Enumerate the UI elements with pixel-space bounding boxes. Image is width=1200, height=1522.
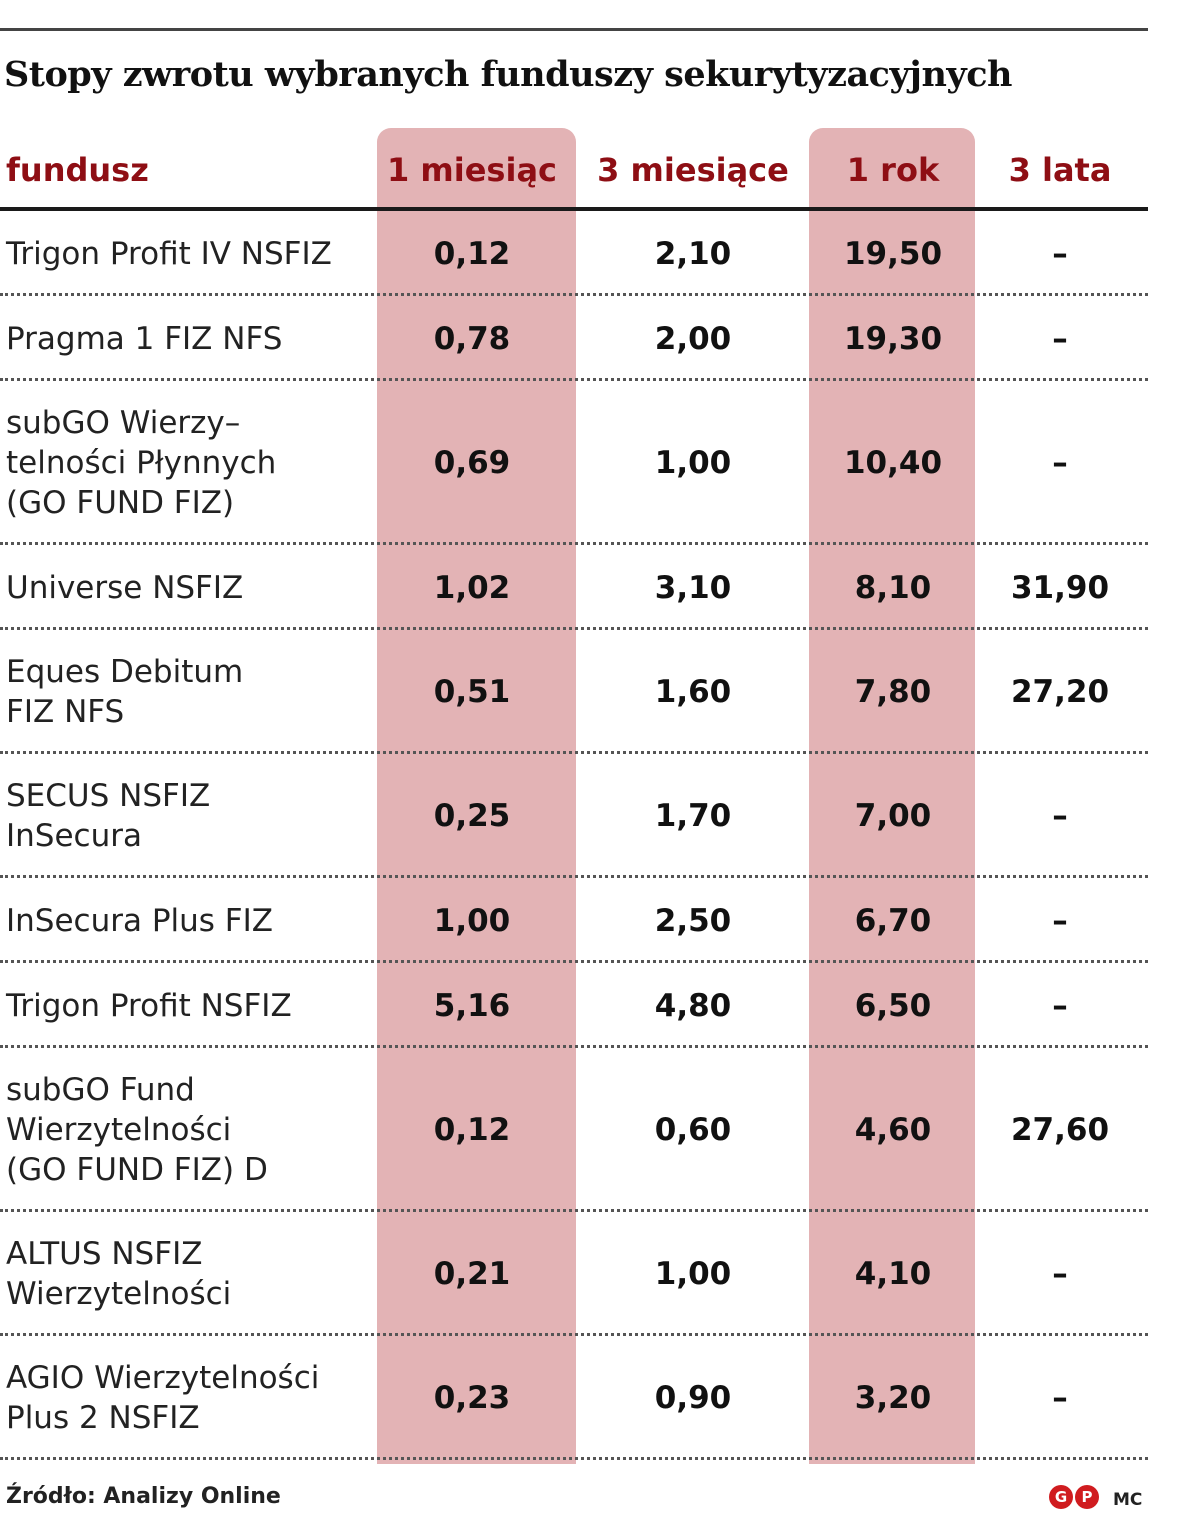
value-cell-m1: 0,23 [433, 1380, 511, 1416]
value-cell-y3: – [1052, 235, 1068, 272]
value-cell-y1: 10,40 [843, 445, 943, 481]
row-separator [0, 542, 1148, 545]
value-cell-y1: 6,50 [854, 987, 932, 1024]
row-separator [0, 293, 1148, 296]
value-cell-m1: 0,21 [433, 1256, 511, 1292]
fund-name-cell: Eques Debitum FIZ NFS [6, 654, 244, 730]
column-header-1: 1 miesiąc [387, 151, 557, 189]
header-rule [0, 207, 1148, 211]
fund-name-cell: AGIO Wierzytelności Plus 2 NSFIZ [6, 1360, 320, 1436]
source-note: Źródło: Analizy Online [6, 1484, 281, 1509]
value-cell-m1: 0,25 [433, 798, 511, 834]
fund-name-cell: SECUS NSFIZ InSecura [6, 778, 211, 854]
value-cell-m3: 2,50 [654, 902, 732, 939]
row-separator [0, 1333, 1148, 1336]
row-separator [0, 751, 1148, 754]
value-cell-m3: 0,60 [654, 1112, 732, 1148]
table-row: Trigon Profit IV NSFIZ 0,12 2,10 19,50 – [0, 211, 1148, 296]
value-cell-m1: 0,12 [433, 1112, 511, 1148]
value-cell-m1: 0,69 [433, 445, 511, 481]
highlight-column-1-month [377, 128, 576, 1464]
fund-name-cell: Universe NSFIZ [6, 569, 244, 606]
row-separator [0, 960, 1148, 963]
value-cell-m3: 3,10 [654, 569, 732, 606]
table-row: InSecura Plus FIZ 1,00 2,50 6,70 – [0, 878, 1148, 963]
value-cell-y1: 7,00 [854, 798, 932, 834]
row-separator [0, 1045, 1148, 1048]
value-cell-m1: 0,51 [433, 674, 511, 710]
fund-name-cell: subGO Fund Wierzytelności (GO FUND FIZ) … [6, 1072, 268, 1188]
fund-name-cell: Pragma 1 FIZ NFS [6, 320, 283, 357]
value-cell-y3: 27,20 [1010, 674, 1110, 710]
value-cell-m3: 1,60 [654, 674, 732, 710]
value-cell-m3: 0,90 [654, 1380, 732, 1416]
row-separator [0, 378, 1148, 381]
value-cell-y3: – [1052, 987, 1068, 1024]
value-cell-m1: 1,02 [433, 569, 511, 606]
fund-name-cell: InSecura Plus FIZ [6, 902, 273, 939]
value-cell-m1: 0,78 [433, 320, 511, 357]
value-cell-m3: 2,00 [654, 320, 732, 357]
table-row: ALTUS NSFIZ Wierzytelności 0,21 1,00 4,10 – [0, 1212, 1148, 1336]
value-cell-m3: 1,70 [654, 798, 732, 834]
column-header-4: 3 lata [1008, 151, 1112, 189]
fund-name-cell: subGO Wierzy– telności Płynnych (GO FUND… [6, 405, 277, 521]
value-cell-y1: 7,80 [854, 674, 932, 710]
row-separator [0, 1457, 1148, 1460]
table-row: subGO Wierzy– telności Płynnych (GO FUND… [0, 381, 1148, 545]
value-cell-m3: 2,10 [654, 235, 732, 272]
author-credit: MC [1113, 1490, 1143, 1510]
value-cell-y1: 19,50 [843, 235, 943, 272]
value-cell-y3: – [1052, 1256, 1068, 1292]
value-cell-y1: 3,20 [854, 1380, 932, 1416]
row-separator [0, 875, 1148, 878]
value-cell-m1: 0,12 [433, 235, 511, 272]
value-cell-m3: 1,00 [654, 445, 732, 481]
logo-mark-p: P [1075, 1485, 1099, 1509]
table-row: Pragma 1 FIZ NFS 0,78 2,00 19,30 – [0, 296, 1148, 381]
row-separator [0, 1209, 1148, 1212]
value-cell-y1: 4,60 [854, 1112, 932, 1148]
value-cell-y1: 6,70 [854, 902, 932, 939]
value-cell-m1: 5,16 [433, 987, 511, 1024]
column-header-3: 1 rok [846, 151, 940, 189]
value-cell-m3: 1,00 [654, 1256, 732, 1292]
table-row: AGIO Wierzytelności Plus 2 NSFIZ 0,23 0,90… [0, 1336, 1148, 1460]
fund-name-cell: Trigon Profit IV NSFIZ [6, 235, 332, 272]
value-cell-y1: 8,10 [854, 569, 932, 606]
column-header-0: fundusz [6, 151, 149, 189]
column-header-2: 3 miesiące [597, 151, 789, 189]
fund-name-cell: Trigon Profit NSFIZ [6, 987, 292, 1024]
highlight-column-1-year [809, 128, 975, 1464]
chart-title: Stopy zwrotu wybranych funduszy sekuryty… [4, 54, 1012, 95]
value-cell-y3: 31,90 [1010, 569, 1110, 606]
value-cell-y3: – [1052, 798, 1068, 834]
value-cell-y3: – [1052, 1380, 1068, 1416]
table-row: SECUS NSFIZ InSecura 0,25 1,70 7,00 – [0, 754, 1148, 878]
value-cell-y3: – [1052, 320, 1068, 357]
table-row: Universe NSFIZ 1,02 3,10 8,10 31,90 [0, 545, 1148, 630]
value-cell-y3: – [1052, 445, 1068, 481]
value-cell-y1: 4,10 [854, 1256, 932, 1292]
fund-name-cell: ALTUS NSFIZ Wierzytelności [6, 1236, 232, 1312]
table-row: subGO Fund Wierzytelności (GO FUND FIZ) … [0, 1048, 1148, 1212]
value-cell-y3: – [1052, 902, 1068, 939]
logo-mark-g: G [1049, 1485, 1073, 1509]
value-cell-m1: 1,00 [433, 902, 511, 939]
value-cell-y3: 27,60 [1010, 1112, 1110, 1148]
publisher-logo: G P [1049, 1485, 1099, 1509]
row-separator [0, 627, 1148, 630]
value-cell-m3: 4,80 [654, 987, 732, 1024]
table-row: Eques Debitum FIZ NFS 0,51 1,60 7,80 27,20 [0, 630, 1148, 754]
top-rule [0, 28, 1148, 31]
table-row: Trigon Profit NSFIZ 5,16 4,80 6,50 – [0, 963, 1148, 1048]
value-cell-y1: 19,30 [843, 320, 943, 357]
